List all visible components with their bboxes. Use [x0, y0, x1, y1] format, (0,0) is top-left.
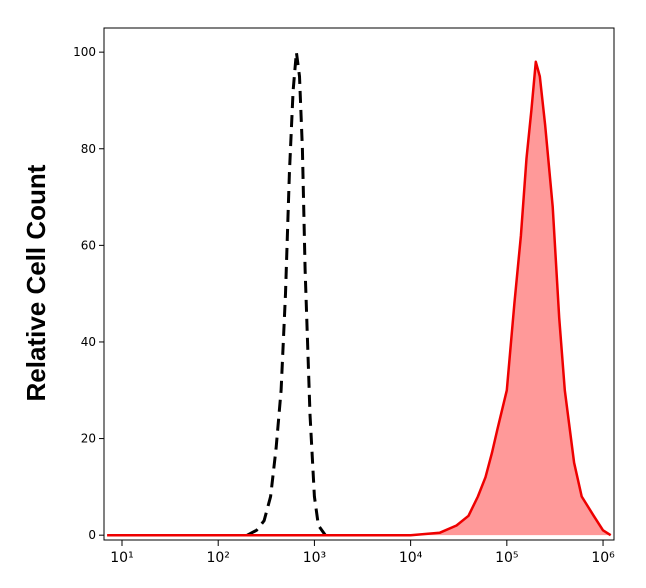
x-tick-label: 10⁴: [399, 550, 423, 566]
y-tick-label: 20: [81, 432, 96, 446]
y-tick-label: 100: [73, 45, 96, 59]
y-tick-label: 40: [81, 335, 96, 349]
x-tick-label: 10¹: [110, 550, 133, 566]
x-tick-label: 10⁵: [495, 550, 518, 566]
x-tick-label: 10³: [303, 550, 326, 566]
y-axis-label: Relative Cell Count: [21, 164, 51, 401]
area: [107, 61, 611, 536]
plot-frame: [103, 27, 615, 541]
x-tick-label: 10⁶: [591, 550, 615, 566]
x-tick-label: 10²: [206, 550, 229, 566]
y-tick-label: 80: [81, 142, 96, 156]
line: [246, 50, 327, 537]
y-tick-label: 0: [88, 528, 96, 542]
line: [107, 60, 612, 537]
y-tick-label: 60: [81, 238, 96, 252]
